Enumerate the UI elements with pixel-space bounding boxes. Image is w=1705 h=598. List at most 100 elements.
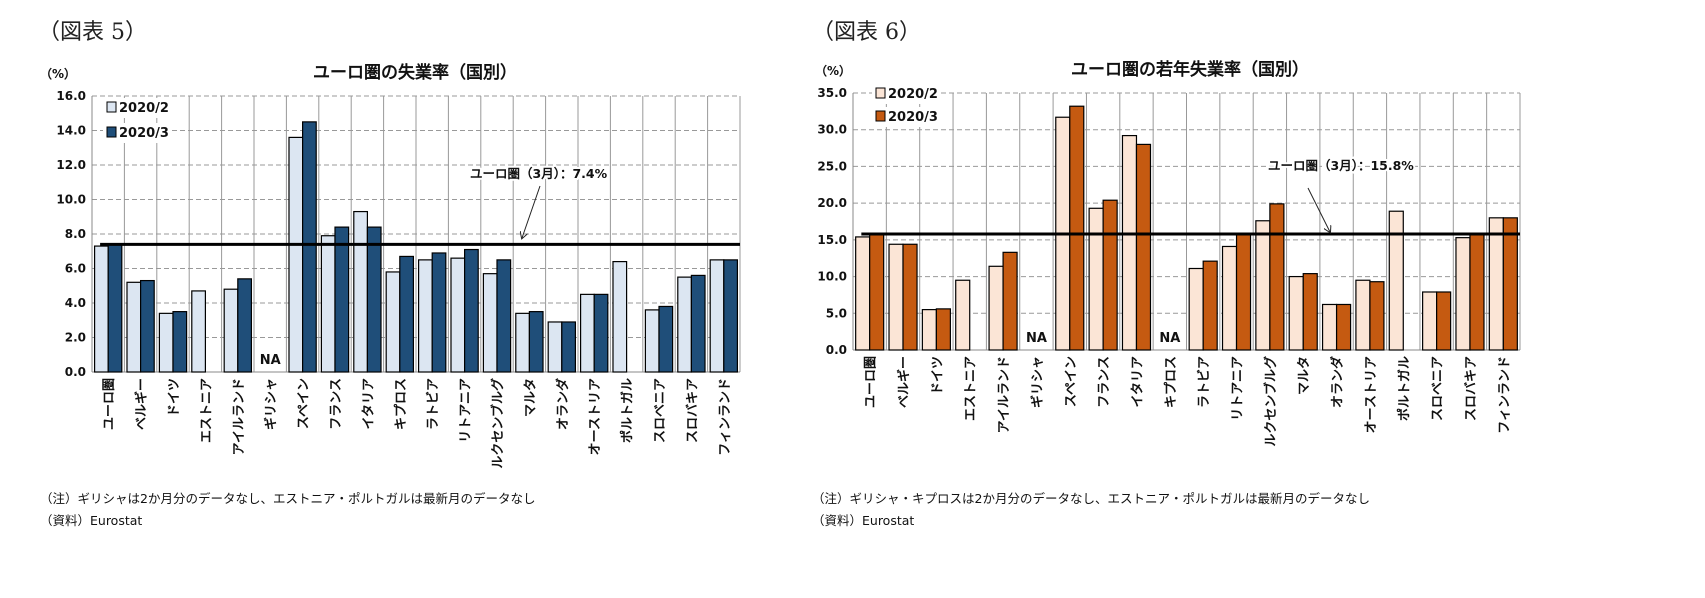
bar-2020-2: [988, 265, 1004, 351]
x-tick-label: スペイン: [297, 378, 312, 429]
source-right: （資料）Eurostat: [812, 513, 915, 528]
bar-2020-2: [1321, 303, 1338, 351]
y-tick-label: 8.0: [65, 227, 86, 241]
bar-2020-2: [417, 259, 433, 373]
chart-title: ユーロ圏の失業率（国別）: [313, 62, 517, 83]
bar-2020-2: [223, 288, 239, 373]
bar-2020-2: [288, 136, 304, 373]
note-left: （注）ギリシャは2か月分のデータなし、エストニア・ポルトガルは最新月のデータなし: [40, 491, 536, 506]
bar-2020-2: [855, 236, 871, 351]
legend-label: 2020/3: [119, 126, 169, 141]
bar-2020-2: [1455, 237, 1471, 351]
x-tick-label: オーストリア: [588, 378, 603, 455]
bar-2020-3: [464, 248, 479, 373]
y-tick-label: 16.0: [56, 89, 86, 103]
source-left: （資料）Eurostat: [40, 513, 143, 528]
bar-2020-3: [593, 293, 609, 373]
bar-2020-3: [723, 259, 739, 373]
bar-2020-3: [1069, 105, 1085, 351]
y-tick-label: 10.0: [56, 193, 86, 207]
bar-2020-3: [1469, 232, 1485, 351]
x-tick-label: ドイツ: [167, 378, 182, 417]
bar-2020-3: [431, 252, 447, 373]
bar-2020-3: [334, 226, 350, 373]
y-axis-unit: （%）: [815, 63, 851, 78]
bar-2020-3: [1235, 233, 1252, 351]
x-tick-label: オランダ: [1330, 356, 1346, 408]
bar-2020-2: [955, 279, 971, 351]
x-tick-label: マルタ: [523, 378, 538, 417]
legend-swatch: [875, 110, 886, 122]
bar-2020-2: [1288, 275, 1304, 351]
bar-2020-3: [1369, 281, 1385, 351]
bar-2020-2: [677, 276, 692, 373]
reference-line-label: ユーロ圏（3月）：7.4%: [470, 166, 608, 181]
y-tick-label: 4.0: [65, 296, 86, 310]
y-tick-label: 25.0: [817, 159, 847, 173]
bar-2020-3: [237, 278, 253, 373]
bar-2020-3: [496, 259, 512, 373]
y-tick-label: 0.0: [65, 365, 86, 379]
x-tick-label: スロバキア: [1464, 356, 1479, 421]
x-tick-label: フランス: [1097, 356, 1112, 408]
y-tick-label: 35.0: [817, 86, 847, 100]
bar-2020-3: [1135, 143, 1152, 351]
x-tick-label: アイルランド: [997, 356, 1012, 433]
x-tick-label: マルタ: [1297, 356, 1312, 395]
legend-bg: [872, 107, 940, 127]
legend-swatch: [875, 87, 886, 99]
annotation-arrow: [522, 185, 541, 238]
x-tick-label: ドイツ: [930, 356, 945, 395]
bar-2020-3: [1436, 291, 1452, 351]
bar-2020-2: [579, 293, 595, 373]
bar-2020-3: [1302, 273, 1318, 351]
bar-2020-3: [1102, 199, 1118, 351]
y-tick-label: 0.0: [826, 343, 847, 357]
bar-2020-3: [1202, 260, 1218, 351]
y-tick-label: 15.0: [817, 233, 847, 247]
bar-2020-2: [191, 290, 207, 373]
bar-2020-3: [690, 274, 706, 373]
bar-2020-3: [935, 308, 951, 351]
bar-2020-2: [612, 261, 628, 373]
x-tick-label: ルクセンブルグ: [490, 378, 506, 469]
x-tick-label: リトアニア: [459, 378, 474, 443]
bar-2020-2: [1355, 279, 1371, 351]
y-tick-label: 2.0: [65, 331, 86, 345]
y-tick-label: 10.0: [817, 270, 847, 284]
x-tick-label: フィンランド: [1497, 356, 1512, 434]
legend-bg: [103, 98, 171, 118]
x-tick-label: ラトビア: [1196, 356, 1212, 408]
bar-2020-2: [888, 243, 904, 351]
y-tick-label: 5.0: [826, 306, 847, 320]
x-tick-label: スロバキア: [685, 378, 700, 443]
bar-2020-2: [158, 312, 174, 373]
x-tick-label: ユーロ圏: [102, 378, 117, 430]
x-tick-label: ベルギー: [896, 356, 912, 408]
bar-2020-2: [1422, 291, 1438, 351]
bar-2020-2: [1388, 210, 1404, 351]
bar-2020-2: [1121, 134, 1138, 351]
na-label: NA: [260, 353, 281, 368]
bar-2020-3: [140, 279, 155, 373]
legend-bg: [103, 123, 171, 143]
bar-2020-2: [1221, 245, 1238, 351]
bar-2020-3: [1502, 217, 1518, 351]
y-axis-unit: （%）: [40, 66, 76, 81]
bar-2020-3: [528, 311, 544, 373]
bar-2020-2: [450, 257, 466, 373]
bar-2020-3: [107, 243, 123, 373]
bar-2020-3: [1002, 251, 1018, 351]
y-tick-label: 30.0: [817, 123, 847, 137]
x-tick-label: イタリア: [1130, 356, 1145, 407]
x-tick-label: ギリシャ: [263, 378, 279, 430]
y-tick-label: 14.0: [56, 124, 86, 138]
bar-2020-3: [366, 226, 382, 373]
x-tick-label: ベルギー: [134, 378, 150, 430]
annotation-arrow: [1307, 187, 1330, 232]
bar-2020-2: [644, 309, 660, 373]
legend-label: 2020/2: [119, 101, 169, 116]
na-label: NA: [1159, 331, 1180, 346]
bar-2020-3: [399, 255, 415, 373]
